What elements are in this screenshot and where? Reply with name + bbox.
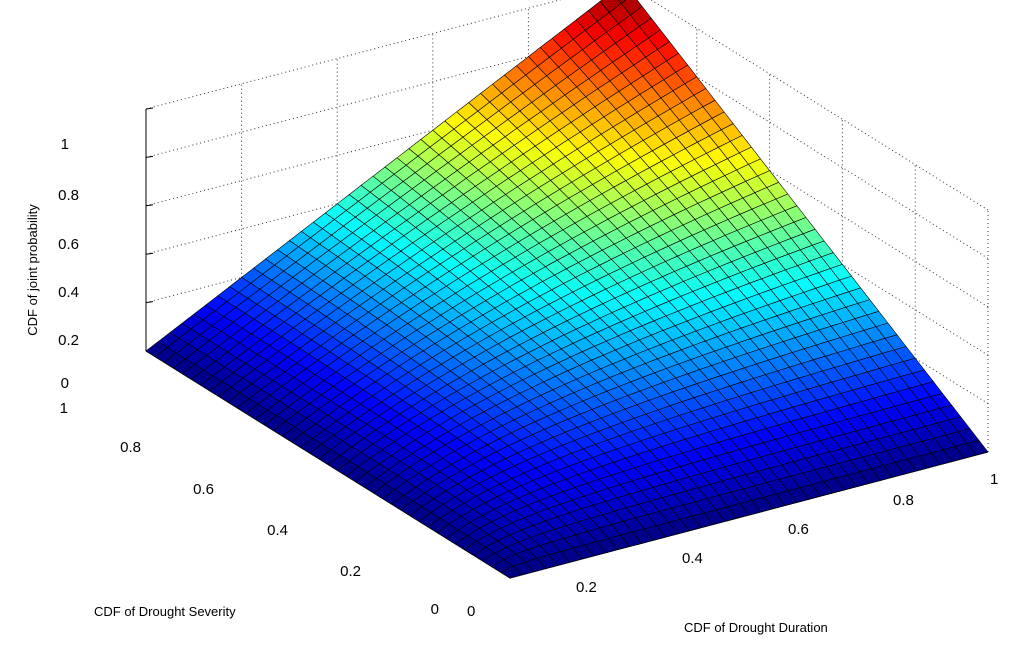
y-tick-06: 0.6 (193, 481, 214, 498)
x-tick-1: 1 (990, 471, 998, 488)
y-tick-08: 0.8 (120, 439, 141, 456)
tick-labels: 0 0.2 0.4 0.6 0.8 1 1 0.8 0.6 0.4 0.2 0 … (58, 136, 998, 620)
surface-cell-39-39 (617, 0, 627, 4)
grid-line-54 (145, 107, 154, 110)
z-tick-0: 0 (61, 375, 69, 392)
z-tick-08: 0.8 (58, 187, 79, 204)
x-tick-04: 0.4 (682, 550, 703, 567)
z-tick-1: 1 (61, 136, 69, 153)
grid-line-42 (145, 301, 154, 304)
y-tick-02: 0.2 (340, 563, 361, 580)
x-axis-label: CDF of Drought Duration (684, 620, 828, 635)
y-tick-1: 1 (60, 400, 68, 417)
x-tick-02: 0.2 (576, 579, 597, 596)
y-tick-0: 0 (431, 601, 439, 618)
x-tick-0: 0 (467, 603, 475, 620)
y-tick-04: 0.4 (267, 522, 288, 539)
surface (145, 0, 989, 579)
grid-line-45 (145, 252, 154, 255)
grid-line-48 (145, 204, 154, 207)
grid-line-51 (145, 155, 154, 158)
surface-cell-0-0 (500, 565, 523, 579)
z-axis-label: CDF of joint probability (25, 204, 40, 336)
z-tick-06: 0.6 (58, 236, 79, 253)
x-tick-06: 0.6 (788, 521, 809, 538)
y-axis-label: CDF of Drought Severity (94, 604, 236, 619)
z-tick-02: 0.2 (58, 332, 79, 349)
x-tick-08: 0.8 (893, 492, 914, 509)
z-tick-04: 0.4 (58, 284, 79, 301)
